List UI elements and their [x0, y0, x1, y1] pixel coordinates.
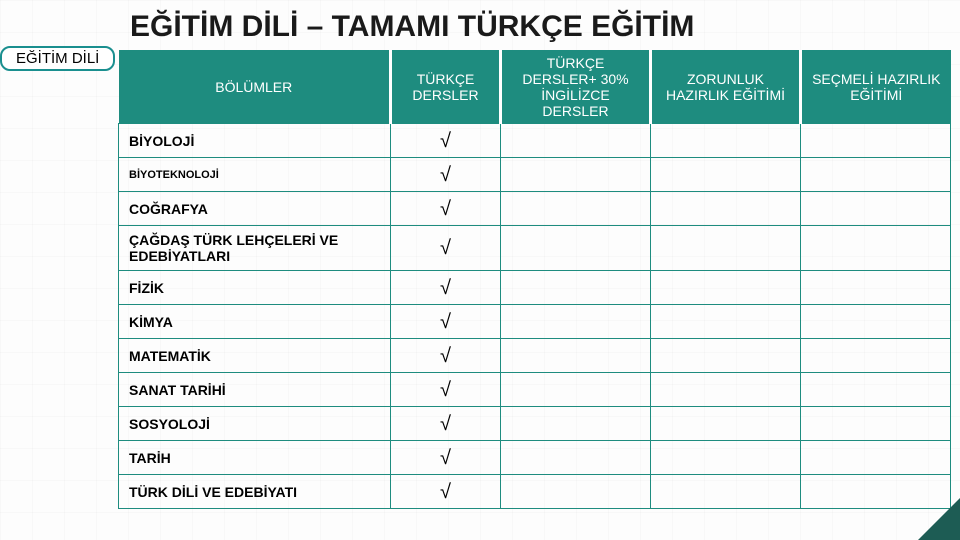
table-row: ÇAĞDAŞ TÜRK LEHÇELERİ VE EDEBİYATLARI√: [119, 226, 951, 271]
cell-c1: √: [391, 373, 501, 407]
cell-c1: √: [391, 192, 501, 226]
cell-c2: [501, 475, 651, 509]
cell-c3: [651, 373, 801, 407]
cell-c2: [501, 373, 651, 407]
col-header-ingilizce-dersler: TÜRKÇE DERSLER+ 30% İNGİLİZCE DERSLER: [501, 51, 651, 124]
cell-c4: [801, 339, 951, 373]
cell-c1: √: [391, 226, 501, 271]
cell-c2: [501, 226, 651, 271]
cell-c1: √: [391, 158, 501, 192]
cell-c3: [651, 226, 801, 271]
table-row: FİZİK√: [119, 271, 951, 305]
cell-c4: [801, 226, 951, 271]
table-row: TARİH√: [119, 441, 951, 475]
dept-name: COĞRAFYA: [119, 192, 391, 226]
table-row: COĞRAFYA√: [119, 192, 951, 226]
cell-c2: [501, 271, 651, 305]
cell-c4: [801, 373, 951, 407]
cell-c4: [801, 305, 951, 339]
page-title: EĞİTİM DİLİ – TAMAMI TÜRKÇE EĞİTİM: [0, 0, 960, 52]
cell-c3: [651, 475, 801, 509]
cell-c4: [801, 158, 951, 192]
table-row: SANAT TARİHİ√: [119, 373, 951, 407]
cell-c3: [651, 192, 801, 226]
cell-c1: √: [391, 124, 501, 158]
cell-c1: √: [391, 407, 501, 441]
dept-name: ÇAĞDAŞ TÜRK LEHÇELERİ VE EDEBİYATLARI: [119, 226, 391, 271]
cell-c4: [801, 192, 951, 226]
cell-c2: [501, 339, 651, 373]
table-row: MATEMATİK√: [119, 339, 951, 373]
cell-c2: [501, 192, 651, 226]
dept-name: TÜRK DİLİ VE EDEBİYATI: [119, 475, 391, 509]
table-row: SOSYOLOJİ√: [119, 407, 951, 441]
col-header-zorunlu-hazirlik: ZORUNLUK HAZIRLIK EĞİTİMİ: [651, 51, 801, 124]
cell-c3: [651, 407, 801, 441]
department-table: BÖLÜMLER TÜRKÇE DERSLER TÜRKÇE DERSLER+ …: [118, 50, 950, 509]
table-row: KİMYA√: [119, 305, 951, 339]
dept-name: MATEMATİK: [119, 339, 391, 373]
cell-c3: [651, 271, 801, 305]
cell-c3: [651, 441, 801, 475]
cell-c3: [651, 158, 801, 192]
corner-accent-icon: [918, 498, 960, 540]
cell-c1: √: [391, 441, 501, 475]
dept-name: TARİH: [119, 441, 391, 475]
cell-c4: [801, 124, 951, 158]
cell-c2: [501, 441, 651, 475]
cell-c1: √: [391, 339, 501, 373]
col-header-turkce-dersler: TÜRKÇE DERSLER: [391, 51, 501, 124]
table-header-row: BÖLÜMLER TÜRKÇE DERSLER TÜRKÇE DERSLER+ …: [119, 51, 951, 124]
table-row: BİYOLOJİ√: [119, 124, 951, 158]
cell-c2: [501, 407, 651, 441]
col-header-secmeli-hazirlik: SEÇMELİ HAZIRLIK EĞİTİMİ: [801, 51, 951, 124]
dept-name: BİYOTEKNOLOJİ: [119, 158, 391, 192]
cell-c1: √: [391, 475, 501, 509]
cell-c2: [501, 158, 651, 192]
dept-name: KİMYA: [119, 305, 391, 339]
table-row: TÜRK DİLİ VE EDEBİYATI√: [119, 475, 951, 509]
cell-c4: [801, 407, 951, 441]
cell-c3: [651, 305, 801, 339]
dept-name: SANAT TARİHİ: [119, 373, 391, 407]
cell-c3: [651, 124, 801, 158]
tag-badge: EĞİTİM DİLİ: [0, 46, 115, 71]
cell-c4: [801, 271, 951, 305]
cell-c1: √: [391, 305, 501, 339]
cell-c4: [801, 441, 951, 475]
col-header-departments: BÖLÜMLER: [119, 51, 391, 124]
dept-name: FİZİK: [119, 271, 391, 305]
cell-c3: [651, 339, 801, 373]
cell-c2: [501, 305, 651, 339]
table-row: BİYOTEKNOLOJİ√: [119, 158, 951, 192]
cell-c1: √: [391, 271, 501, 305]
cell-c2: [501, 124, 651, 158]
dept-name: BİYOLOJİ: [119, 124, 391, 158]
dept-name: SOSYOLOJİ: [119, 407, 391, 441]
